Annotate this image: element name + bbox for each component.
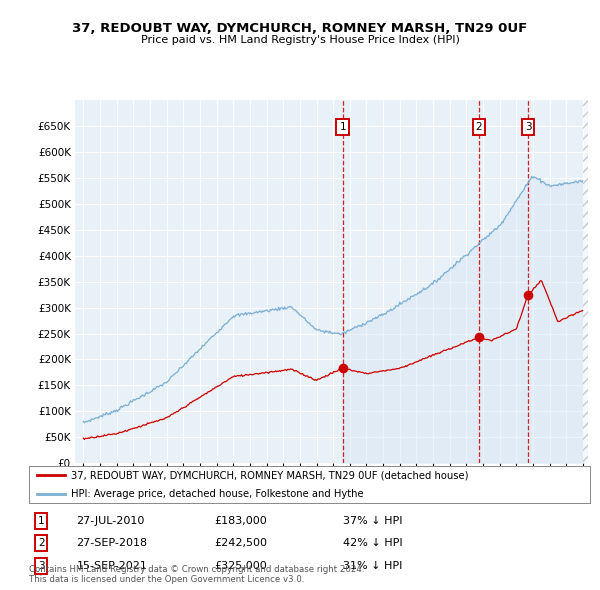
Text: Price paid vs. HM Land Registry's House Price Index (HPI): Price paid vs. HM Land Registry's House … bbox=[140, 35, 460, 45]
Text: 3: 3 bbox=[525, 122, 532, 132]
Text: 1: 1 bbox=[38, 516, 44, 526]
Text: 2: 2 bbox=[475, 122, 482, 132]
Text: 42% ↓ HPI: 42% ↓ HPI bbox=[343, 539, 403, 548]
Text: 27-SEP-2018: 27-SEP-2018 bbox=[76, 539, 148, 548]
Text: £183,000: £183,000 bbox=[214, 516, 266, 526]
Text: 27-JUL-2010: 27-JUL-2010 bbox=[76, 516, 145, 526]
Text: 3: 3 bbox=[38, 561, 44, 571]
Text: £242,500: £242,500 bbox=[214, 539, 267, 548]
Text: 37% ↓ HPI: 37% ↓ HPI bbox=[343, 516, 403, 526]
Text: HPI: Average price, detached house, Folkestone and Hythe: HPI: Average price, detached house, Folk… bbox=[71, 489, 364, 499]
Text: 37, REDOUBT WAY, DYMCHURCH, ROMNEY MARSH, TN29 0UF: 37, REDOUBT WAY, DYMCHURCH, ROMNEY MARSH… bbox=[73, 22, 527, 35]
Text: 2: 2 bbox=[38, 539, 44, 548]
Text: 31% ↓ HPI: 31% ↓ HPI bbox=[343, 561, 403, 571]
Text: 1: 1 bbox=[340, 122, 346, 132]
Text: 15-SEP-2021: 15-SEP-2021 bbox=[76, 561, 148, 571]
Text: 37, REDOUBT WAY, DYMCHURCH, ROMNEY MARSH, TN29 0UF (detached house): 37, REDOUBT WAY, DYMCHURCH, ROMNEY MARSH… bbox=[71, 470, 469, 480]
Text: £325,000: £325,000 bbox=[214, 561, 266, 571]
Text: Contains HM Land Registry data © Crown copyright and database right 2024.
This d: Contains HM Land Registry data © Crown c… bbox=[29, 565, 364, 584]
